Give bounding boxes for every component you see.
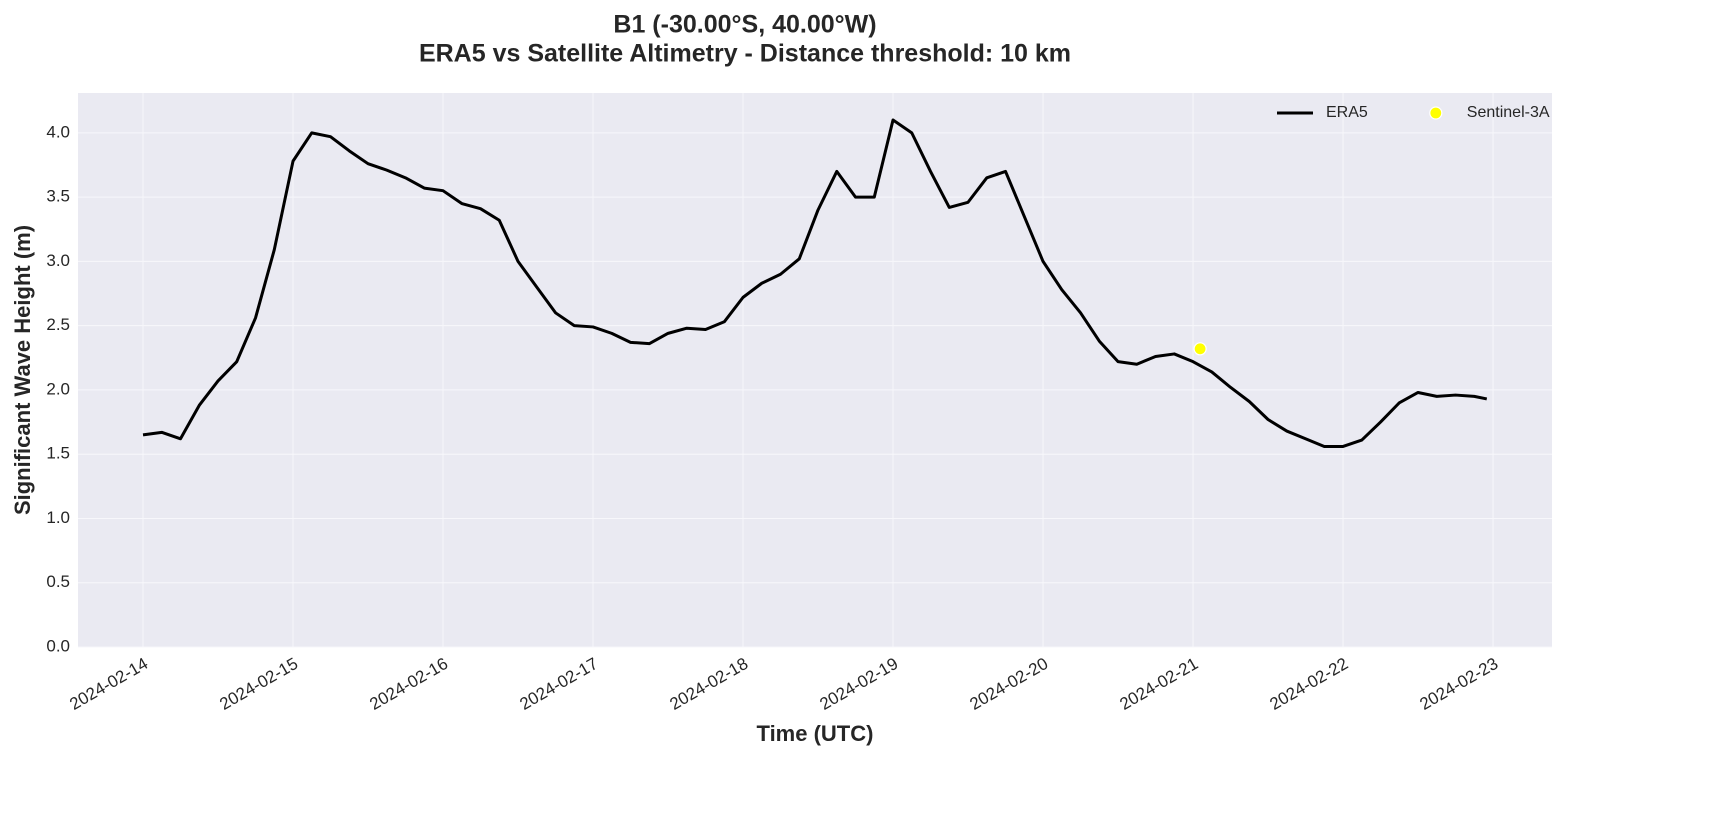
x-tick-label: 2024-02-14 — [66, 654, 151, 714]
x-tick-label: 2024-02-17 — [516, 654, 601, 714]
y-tick-label: 1.0 — [46, 508, 70, 527]
y-tick-label: 3.0 — [46, 251, 70, 270]
grid — [78, 93, 1552, 648]
y-tick-label: 0.5 — [46, 572, 70, 591]
x-tick-label: 2024-02-19 — [816, 654, 901, 714]
legend-swatch — [1429, 106, 1443, 120]
y-tick-label: 2.5 — [46, 315, 70, 334]
x-tick-label: 2024-02-23 — [1416, 654, 1501, 714]
x-tick-label: 2024-02-20 — [966, 654, 1051, 714]
y-tick-label: 3.5 — [46, 187, 70, 206]
plot-area — [78, 93, 1552, 647]
y-tick-label: 1.5 — [46, 444, 70, 463]
y-tick-label: 2.0 — [46, 379, 70, 398]
x-axis-label: Time (UTC) — [757, 721, 874, 746]
y-axis-label: Significant Wave Height (m) — [10, 225, 35, 515]
x-tick-label: 2024-02-18 — [666, 654, 751, 714]
x-tick-label: 2024-02-22 — [1266, 654, 1351, 714]
y-tick-label: 0.0 — [46, 636, 70, 655]
legend: ERA5 Sentinel-3A — [1277, 104, 1550, 121]
x-tick-label: 2024-02-15 — [216, 654, 301, 714]
satellite-point — [1193, 342, 1207, 356]
x-tick-label: 2024-02-16 — [366, 654, 451, 714]
chart-subtitle: ERA5 vs Satellite Altimetry - Distance t… — [419, 40, 1071, 68]
marks — [142, 118, 1488, 448]
y-tick-label: 4.0 — [46, 122, 70, 141]
legend-label: ERA5 — [1326, 104, 1368, 121]
x-tick-label: 2024-02-21 — [1116, 654, 1201, 714]
chart-title: B1 (-30.00°S, 40.00°W) — [613, 11, 876, 39]
era5-line — [142, 118, 1488, 448]
legend-label: Sentinel-3A — [1467, 104, 1550, 121]
